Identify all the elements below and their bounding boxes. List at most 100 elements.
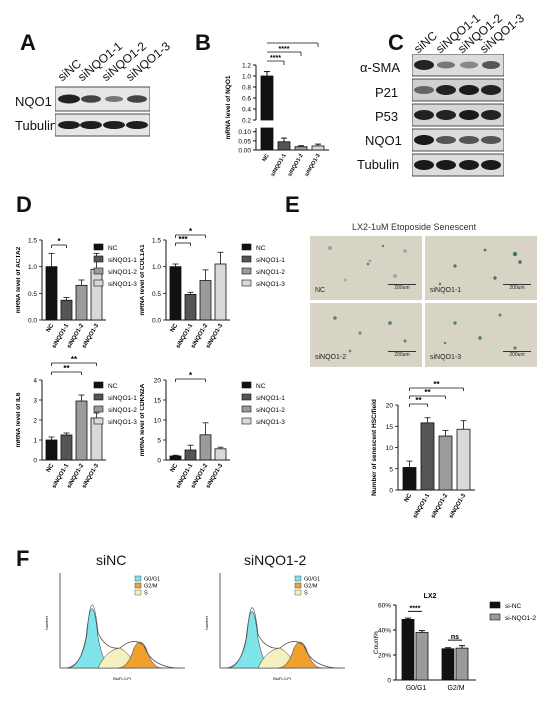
blot-a-row-label: Tubulin bbox=[15, 118, 58, 133]
legend-swatch bbox=[93, 279, 104, 287]
legend-swatch bbox=[294, 589, 302, 596]
x-tick-label: NC bbox=[46, 462, 56, 473]
bar bbox=[456, 428, 471, 491]
y-tick-label: 0.05 bbox=[238, 138, 251, 145]
bar bbox=[214, 263, 227, 321]
y-tick-label: 0 bbox=[389, 488, 393, 495]
y-tick-label: 20 bbox=[154, 378, 162, 385]
g2m-peak bbox=[117, 641, 163, 669]
bar bbox=[45, 439, 58, 461]
bar bbox=[415, 632, 429, 681]
legend-swatch bbox=[241, 279, 252, 287]
blot-a-row-label: NQO1 bbox=[15, 94, 52, 109]
bar bbox=[199, 434, 212, 461]
micrograph-sinqo1-2: siNQO1-2 200um bbox=[310, 303, 422, 367]
legend-swatch bbox=[93, 267, 104, 275]
legend-label: siNQO1-1 bbox=[256, 257, 285, 264]
panel-label-f: F bbox=[16, 546, 30, 571]
sig-label: ** bbox=[63, 364, 70, 373]
panel-label-e: E bbox=[285, 192, 300, 217]
y-tick-label: 10 bbox=[386, 445, 394, 452]
legend-swatch bbox=[93, 405, 104, 413]
y-tick-label: 1.0 bbox=[28, 264, 37, 271]
y-tick-label: 0 bbox=[33, 458, 37, 465]
fit-envelope bbox=[224, 607, 341, 669]
micrograph-label: siNQO1-3 bbox=[430, 354, 462, 361]
legend-label: NC bbox=[256, 383, 266, 390]
legend-label: siNQO1-3 bbox=[108, 281, 137, 288]
bar bbox=[60, 434, 73, 461]
panel-label-b: B bbox=[195, 30, 211, 55]
chart-f-cell-cycle: LX2 0 20% 40% 60% Count% G0/G1 **** G2/M ns si-NC s… bbox=[373, 593, 536, 692]
x-tick-label: siNQO1-3 bbox=[304, 153, 322, 178]
y-tick-label: 4 bbox=[33, 378, 37, 385]
y-tick-label: 5 bbox=[389, 466, 393, 473]
x-tick-label: NC bbox=[404, 492, 414, 503]
y-tick-label: 15 bbox=[386, 424, 394, 431]
x-tick-label: NC bbox=[262, 153, 271, 163]
y-tick-label: 0.6 bbox=[242, 96, 251, 103]
chart-title: LX2 bbox=[424, 593, 437, 600]
micrograph-sinqo1-2-cells bbox=[333, 316, 407, 353]
legend-d3: NC siNQO1-1 siNQO1-2 siNQO1-3 bbox=[93, 381, 137, 426]
y-axis-label: Number bbox=[44, 615, 49, 630]
y-tick-label: 0.2 bbox=[242, 118, 251, 125]
x-tick-label: siNQO1-1 bbox=[270, 153, 288, 178]
bar bbox=[184, 294, 197, 321]
blot-c-row-label: α-SMA bbox=[360, 60, 401, 75]
panel-e-title: LX2-1uM Etoposide Senescent bbox=[352, 222, 477, 232]
legend-label: si-NC bbox=[505, 603, 522, 610]
legend-swatch bbox=[93, 255, 104, 263]
legend-swatch bbox=[294, 575, 302, 582]
legend-label: G0/G1 bbox=[144, 577, 160, 583]
y-tick-label: 15 bbox=[154, 398, 162, 405]
y-tick-label: 0.00 bbox=[238, 148, 251, 155]
legend-label: NC bbox=[108, 245, 118, 252]
legend-label: G2/M bbox=[144, 584, 158, 590]
y-tick-label: 1.0 bbox=[242, 74, 251, 81]
legend-swatch bbox=[489, 613, 501, 621]
legend-swatch bbox=[241, 393, 252, 401]
legend-swatch bbox=[134, 589, 142, 596]
legend-swatch bbox=[241, 417, 252, 425]
y-tick-label: 1 bbox=[33, 438, 37, 445]
x-axis-label: BluFL3-PI bbox=[113, 676, 131, 681]
blot-c-row-label: P53 bbox=[375, 109, 399, 124]
flow-title-sinqo1-2: siNQO1-2 bbox=[244, 552, 307, 568]
panel-label-d: D bbox=[16, 192, 32, 217]
bar bbox=[75, 400, 88, 461]
y-tick-label: 10 bbox=[154, 418, 162, 425]
y-axis-label: mRNA level of IL6 bbox=[16, 392, 22, 447]
scale-bar: 200um bbox=[503, 351, 531, 358]
y-tick-label: 40% bbox=[378, 628, 391, 635]
x-tick-label: siNQO1-1 bbox=[412, 492, 431, 519]
bar bbox=[60, 299, 73, 321]
bar bbox=[438, 435, 453, 491]
legend-swatch bbox=[93, 417, 104, 425]
micrograph-nc: NC 200um bbox=[310, 236, 422, 300]
legend-label: siNQO1-3 bbox=[256, 419, 285, 426]
legend-swatch bbox=[489, 601, 501, 609]
y-tick-label: 0.5 bbox=[28, 291, 37, 298]
panel-label-a: A bbox=[20, 30, 36, 55]
legend-label: siNQO1-1 bbox=[108, 257, 137, 264]
micrograph-label: siNQO1-1 bbox=[430, 287, 462, 294]
x-tick-label: G2/M bbox=[447, 685, 464, 692]
y-axis-label: Count% bbox=[373, 631, 380, 654]
bar bbox=[75, 284, 88, 321]
legend-d1: NC siNQO1-1 siNQO1-2 siNQO1-3 bbox=[93, 243, 137, 288]
x-tick-label: siNQO1-2 bbox=[430, 492, 449, 519]
g2m-peak bbox=[277, 641, 323, 669]
bar bbox=[277, 141, 291, 151]
y-tick-label: 0.8 bbox=[242, 85, 251, 92]
legend-swatch bbox=[93, 393, 104, 401]
legend-label: siNQO1-1 bbox=[108, 395, 137, 402]
bar bbox=[441, 648, 455, 681]
legend-swatch bbox=[241, 381, 252, 389]
legend-label: siNQO1-2 bbox=[108, 407, 137, 414]
sig-label: ** bbox=[415, 396, 422, 405]
